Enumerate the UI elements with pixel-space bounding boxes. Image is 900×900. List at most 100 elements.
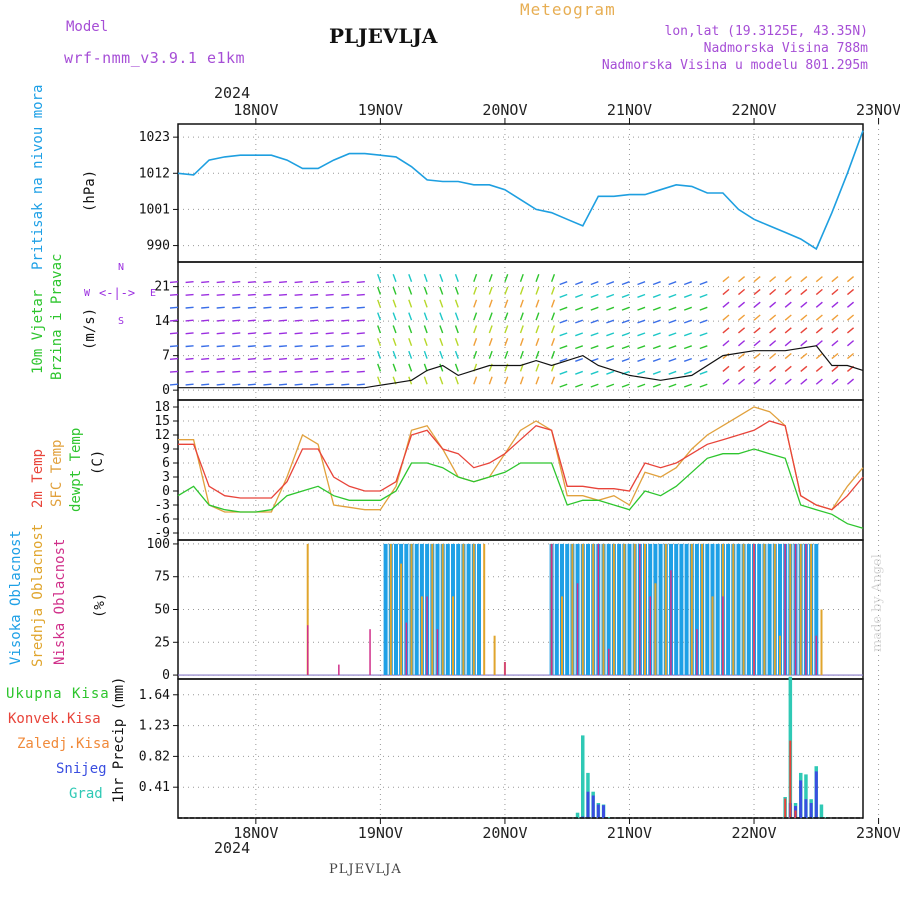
cloud-bar (705, 543, 710, 675)
y-tick-label: 1.64 (139, 688, 170, 703)
wind-arrow (232, 383, 241, 386)
wind-arrow (846, 301, 855, 308)
wind-arrow (753, 276, 761, 283)
wind-arrow (247, 332, 256, 335)
wind-arrow (535, 312, 540, 321)
wind-arrow (621, 281, 630, 286)
wind-arrow (341, 345, 350, 348)
wind-arrow (621, 293, 630, 298)
y-tick-label: -9 (154, 526, 170, 541)
cloud-bar (452, 596, 454, 676)
wind-arrow (392, 273, 397, 282)
wind-arrow (652, 383, 661, 388)
wind-arrow (668, 332, 677, 337)
wind-arrow (488, 325, 493, 334)
wind-arrow (846, 288, 855, 296)
wind-arrow (621, 345, 630, 350)
y-tick-label: 1001 (139, 202, 170, 217)
wind-arrow (559, 306, 568, 311)
wind-arrow (201, 281, 210, 284)
wind-arrow (800, 301, 808, 308)
wind-arrow (185, 345, 194, 348)
wind-arrow (454, 363, 459, 372)
wind-arrow (310, 306, 319, 309)
cloud-bar (746, 543, 751, 675)
wind-arrow (559, 281, 568, 286)
wind-arrow (377, 363, 382, 372)
wind-arrow (738, 340, 746, 347)
wind-arrow (738, 314, 746, 321)
wind-arrow (621, 332, 630, 337)
wind-arrow (201, 370, 210, 373)
bottom-date-label: 23NOV (856, 824, 900, 842)
wind-arrow (294, 332, 303, 335)
y-tick-label: 1012 (139, 166, 170, 181)
wind-arrow (201, 306, 210, 309)
wind-arrow (454, 286, 459, 295)
wind-arrow (519, 299, 524, 308)
wind-arrow (356, 306, 365, 309)
precip-bar (575, 812, 580, 818)
precip-bar (799, 780, 803, 818)
cloud-bar (814, 543, 819, 675)
wind-arrow (535, 299, 540, 308)
cloud-bar (778, 543, 782, 675)
cloud-bar (633, 543, 636, 675)
wind-arrow (784, 365, 792, 372)
wind-arrow (519, 325, 524, 334)
wind-arrow (201, 345, 210, 348)
wind-arrow (341, 306, 350, 309)
wind-arrow (535, 338, 540, 347)
cloud-bar (736, 543, 741, 675)
wind-arrow (201, 332, 210, 335)
wind-arrow (185, 319, 194, 322)
bottom-date-label: 21NOV (607, 824, 652, 842)
wind-arrow (294, 306, 303, 309)
wind-arrow (247, 281, 256, 284)
top-date-label: 18NOV (233, 101, 278, 119)
wind-arrow (294, 319, 303, 322)
wind-arrow (377, 286, 382, 295)
precip-legend-graupel: Grad (69, 786, 103, 802)
cloud-bar (715, 543, 720, 675)
cloud-bar (554, 543, 559, 675)
cloud-bar (794, 543, 797, 675)
compass-north: N (118, 262, 125, 273)
wind-arrow (637, 306, 646, 311)
cloud-bar (435, 543, 440, 675)
y-tick-label: 14 (154, 314, 170, 329)
wind-arrow (815, 314, 823, 321)
cloud-bar (307, 625, 309, 675)
wind-arrow (263, 281, 272, 284)
wind-arrow (169, 357, 179, 360)
wind-arrow (423, 376, 428, 385)
cloud-bar (658, 543, 663, 675)
wind-arrow (454, 325, 459, 334)
cloud-bar (306, 543, 309, 675)
wind-arrow (519, 312, 524, 321)
cloud-bar (606, 543, 611, 675)
y-tick-label: 7 (162, 349, 170, 364)
wind-arrow (201, 319, 210, 322)
wind-arrow (738, 352, 746, 360)
wind-arrow (550, 299, 556, 308)
wind-arrow (769, 276, 777, 283)
wind-arrow (247, 306, 256, 309)
wind-arrow (769, 327, 777, 334)
wind-arrow (683, 357, 692, 362)
wind-arrow (559, 357, 568, 362)
wind-arrow (606, 345, 615, 350)
y-tick-label: 0 (162, 383, 170, 398)
wind-arrow (606, 293, 615, 298)
y-tick-label: 1.23 (139, 719, 170, 734)
wind-arrow (185, 306, 194, 309)
wind-arrow (846, 352, 855, 360)
wind-arrow (846, 340, 855, 347)
wind-arrow (504, 350, 509, 359)
precip-bar (789, 740, 792, 818)
cloud-bar (493, 635, 496, 675)
wind-arrow (784, 301, 792, 308)
wind-arrow (559, 370, 568, 375)
wind-arrow (473, 299, 478, 308)
wind-arrow (216, 293, 225, 296)
